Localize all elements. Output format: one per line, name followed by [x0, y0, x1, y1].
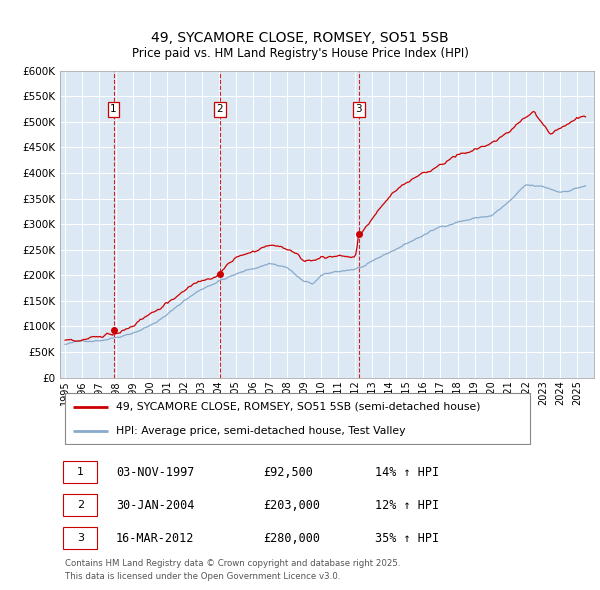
Text: 49, SYCAMORE CLOSE, ROMSEY, SO51 5SB (semi-detached house): 49, SYCAMORE CLOSE, ROMSEY, SO51 5SB (se…: [116, 402, 481, 412]
Text: 2: 2: [77, 500, 84, 510]
Text: 12% ↑ HPI: 12% ↑ HPI: [375, 499, 439, 512]
Text: Contains HM Land Registry data © Crown copyright and database right 2025.
This d: Contains HM Land Registry data © Crown c…: [65, 559, 401, 581]
Text: 16-MAR-2012: 16-MAR-2012: [116, 532, 194, 545]
Text: 49, SYCAMORE CLOSE, ROMSEY, SO51 5SB: 49, SYCAMORE CLOSE, ROMSEY, SO51 5SB: [151, 31, 449, 45]
Text: 03-NOV-1997: 03-NOV-1997: [116, 466, 194, 478]
FancyBboxPatch shape: [62, 461, 97, 483]
Text: 1: 1: [110, 104, 117, 114]
FancyBboxPatch shape: [62, 494, 97, 516]
Text: £280,000: £280,000: [263, 532, 320, 545]
FancyBboxPatch shape: [65, 394, 530, 444]
Text: 1: 1: [77, 467, 84, 477]
Text: 2: 2: [217, 104, 223, 114]
Text: 14% ↑ HPI: 14% ↑ HPI: [375, 466, 439, 478]
Text: £92,500: £92,500: [263, 466, 313, 478]
FancyBboxPatch shape: [62, 527, 97, 549]
Text: 35% ↑ HPI: 35% ↑ HPI: [375, 532, 439, 545]
Text: 3: 3: [77, 533, 84, 543]
Text: 30-JAN-2004: 30-JAN-2004: [116, 499, 194, 512]
Text: Price paid vs. HM Land Registry's House Price Index (HPI): Price paid vs. HM Land Registry's House …: [131, 47, 469, 60]
Text: £203,000: £203,000: [263, 499, 320, 512]
Text: 3: 3: [355, 104, 362, 114]
Text: HPI: Average price, semi-detached house, Test Valley: HPI: Average price, semi-detached house,…: [116, 426, 406, 436]
